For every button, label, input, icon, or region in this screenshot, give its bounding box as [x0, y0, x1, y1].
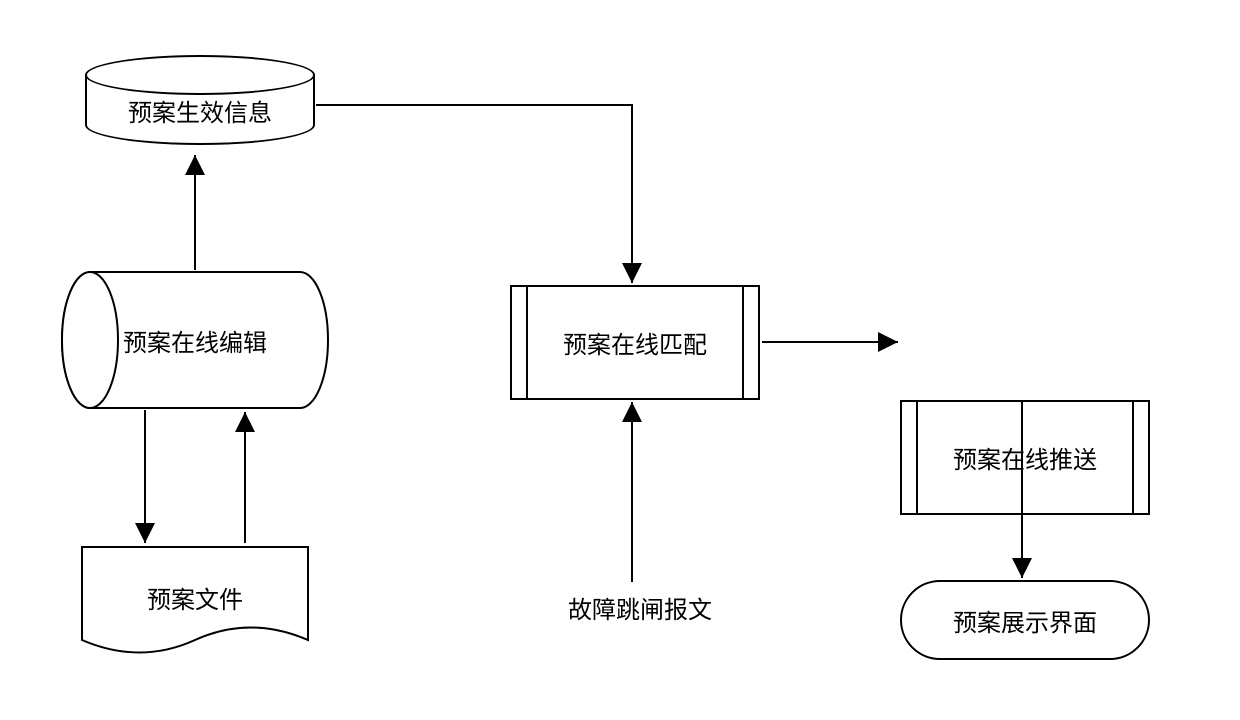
msg-label: 故障跳闸报文 [568, 590, 712, 625]
display-node: 预案展示界面 [900, 580, 1150, 660]
match-label: 预案在线匹配 [563, 325, 707, 360]
msg-node: 故障跳闸报文 [560, 590, 720, 625]
docfile-label: 预案文件 [80, 580, 310, 615]
db-node: 预案生效信息 [85, 55, 315, 150]
push-label: 预案在线推送 [953, 440, 1097, 475]
editor-label: 预案在线编辑 [123, 323, 267, 358]
push-node: 预案在线推送 [900, 400, 1150, 515]
display-label: 预案展示界面 [953, 603, 1097, 638]
edge-db-match [316, 105, 632, 283]
db-label: 预案生效信息 [85, 93, 315, 128]
editor-node: 预案在线编辑 [60, 270, 330, 410]
match-node: 预案在线匹配 [510, 285, 760, 400]
docfile-node: 预案文件 [80, 545, 310, 655]
